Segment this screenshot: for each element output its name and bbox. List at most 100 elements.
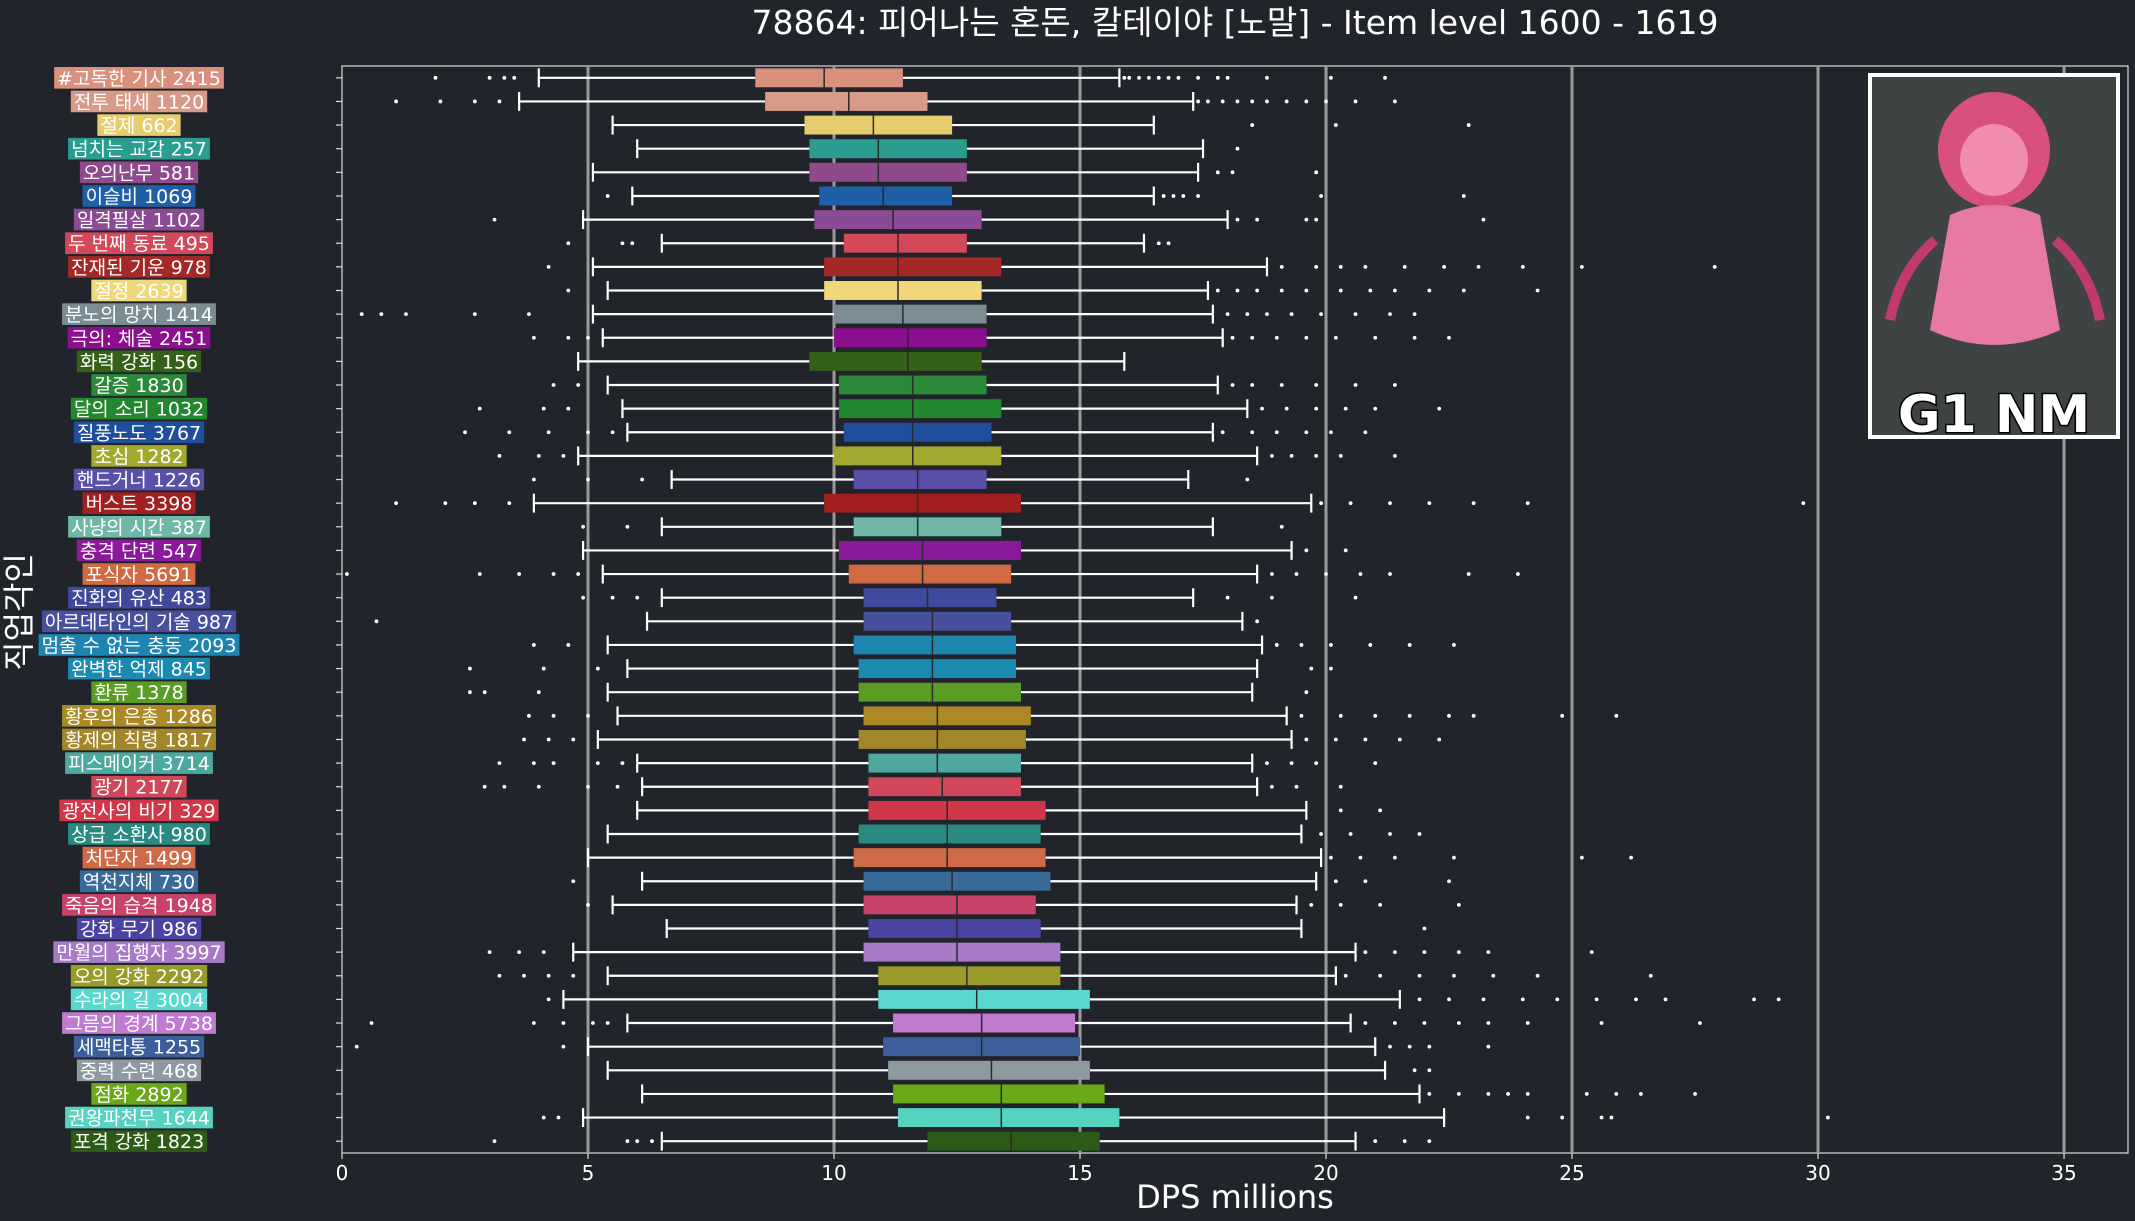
outlier-point [1427, 288, 1432, 293]
outlier-point [1304, 217, 1309, 222]
outlier-point [1329, 430, 1333, 435]
category-label: 포격 강화 1823 [70, 1130, 208, 1153]
category-label-text: 권왕파천무 1644 [68, 1108, 210, 1130]
category-label-bg [62, 894, 216, 916]
category-label: 사냥의 시간 387 [68, 515, 210, 539]
outlier-point [1407, 1044, 1412, 1049]
outlier-point [379, 312, 384, 317]
outlier-point [1338, 808, 1343, 813]
outlier-point [1215, 170, 1220, 175]
category-label: 일격필살 1102 [73, 208, 205, 232]
outlier-point [591, 1021, 595, 1025]
category-label-bg [70, 397, 208, 420]
category-label-text: 절정 2639 [94, 280, 183, 302]
outlier-point [1329, 855, 1333, 860]
grid-lines [586, 66, 2066, 1153]
outlier-point [1250, 383, 1255, 387]
outlier-point [1225, 75, 1230, 80]
category-label: 세맥타통 1255 [73, 1035, 205, 1059]
box [834, 304, 987, 324]
box-group [606, 824, 1422, 844]
category-label-bg [59, 799, 219, 822]
category-label-text: 분노의 망치 1414 [65, 304, 213, 326]
outlier-point [1427, 1044, 1432, 1049]
box [843, 422, 992, 442]
x-tick-label: 25 [1559, 1161, 1584, 1185]
outlier-point [1215, 75, 1220, 80]
outlier-point [536, 784, 541, 789]
outlier-point [1417, 997, 1422, 1002]
outlier-point [1206, 99, 1210, 104]
outlier-point [369, 1021, 374, 1025]
category-label-text: 만월의 집행자 3997 [56, 942, 221, 964]
category-label-bg [82, 185, 196, 207]
outlier-point [1388, 501, 1392, 506]
outlier-point [566, 406, 571, 411]
outlier-point [1338, 713, 1343, 718]
category-label-bg [67, 326, 211, 349]
box [863, 871, 1051, 891]
outlier-point [1393, 855, 1397, 860]
outlier-point [1776, 997, 1781, 1002]
outlier-point [556, 1115, 561, 1120]
outlier-point [1712, 264, 1717, 269]
outlier-point [1516, 572, 1520, 576]
outlier-point [1417, 973, 1422, 978]
box [809, 351, 982, 371]
outlier-point [1825, 1115, 1830, 1120]
outlier-point [359, 312, 364, 317]
outlier-point [635, 1139, 640, 1144]
outlier-point [1476, 264, 1481, 269]
box-group [492, 1131, 1432, 1151]
outlier-point [522, 737, 526, 742]
outlier-point [566, 335, 571, 340]
outlier-point [576, 572, 581, 576]
outlier-point [1156, 241, 1161, 246]
category-label: 화력 강화 156 [76, 350, 202, 373]
outlier-point [1225, 595, 1230, 600]
outlier-point [1402, 264, 1407, 269]
outlier-point [1338, 288, 1343, 293]
outlier-point [1250, 123, 1255, 127]
box-group [394, 493, 1806, 513]
category-label: 절정 2639 [91, 279, 187, 302]
outlier-point [561, 1021, 566, 1025]
outlier-point [1358, 572, 1363, 576]
box [848, 564, 1012, 584]
outlier-point [1427, 1139, 1432, 1144]
outlier-point [1137, 75, 1141, 80]
category-label-text: 처단자 1499 [86, 848, 193, 870]
category-label-bg [62, 1012, 216, 1034]
outlier-point [487, 950, 492, 955]
category-label-bg [79, 870, 199, 893]
outlier-point [1456, 950, 1461, 955]
outlier-point [1245, 312, 1250, 317]
outlier-point [1393, 288, 1397, 293]
outlier-point [1363, 1021, 1368, 1025]
outlier-point [487, 75, 492, 80]
outlier-point [1698, 1021, 1702, 1025]
outlier-point [1353, 595, 1358, 600]
outlier-point [1447, 997, 1451, 1002]
category-label-bg [70, 1130, 208, 1152]
box-group [586, 848, 1633, 868]
outlier-point [477, 406, 482, 411]
outlier-point [566, 643, 571, 647]
category-label: 전투 태세 1120 [70, 90, 208, 113]
outlier-point [1648, 973, 1653, 978]
outlier-point [1422, 950, 1427, 955]
outlier-point [1220, 430, 1225, 435]
outlier-point [650, 1139, 654, 1144]
box-group [546, 257, 1717, 277]
outlier-point [1255, 217, 1260, 222]
outlier-point [1309, 666, 1314, 671]
outlier-point [1393, 383, 1397, 387]
category-label-bg [70, 988, 208, 1011]
box-group [541, 1108, 1830, 1128]
category-label-bg [91, 445, 187, 467]
category-label-text: 포식자 5691 [86, 564, 193, 586]
box-group [497, 753, 1378, 773]
outlier-point [620, 241, 625, 246]
category-label-bg [76, 1059, 202, 1082]
outlier-point [1363, 879, 1368, 884]
